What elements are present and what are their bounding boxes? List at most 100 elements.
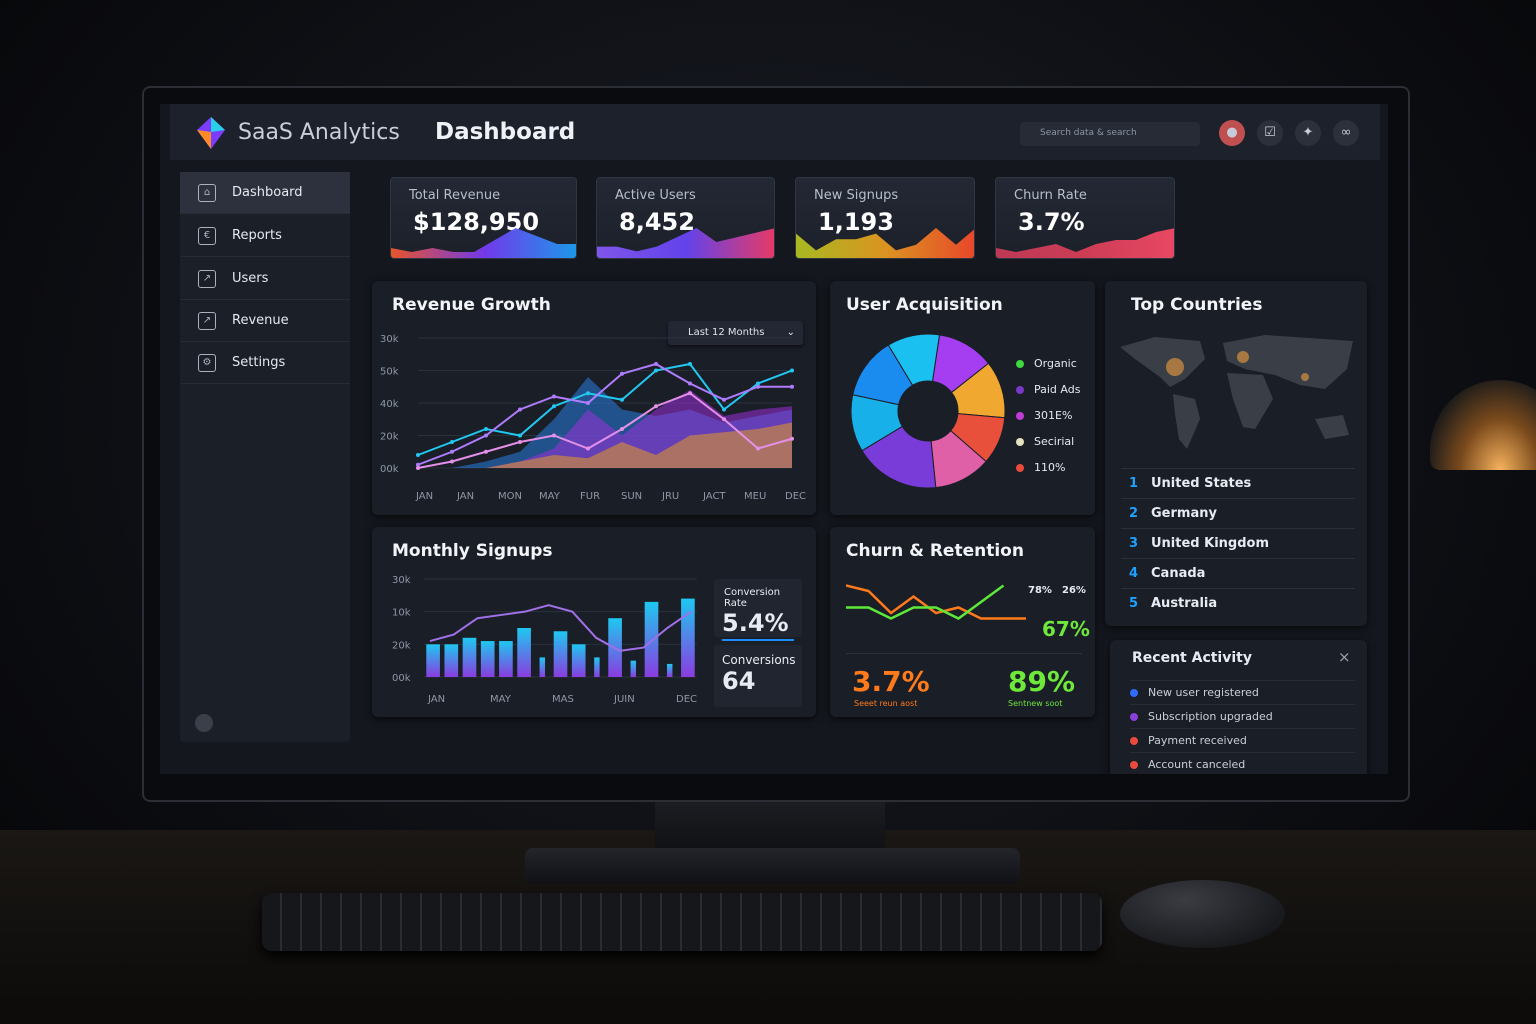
twitter-icon[interactable]: ✦: [1295, 120, 1321, 146]
home-icon: ⌂: [198, 183, 216, 202]
activity-text: Subscription upgraded: [1148, 710, 1273, 723]
bar: [553, 631, 568, 677]
x-tick-label: JAN: [415, 491, 433, 502]
users-icon: ↗: [198, 269, 216, 288]
bar: [571, 644, 586, 677]
glasses-icon[interactable]: ∞: [1333, 120, 1359, 146]
kpi-label: Total Revenue: [409, 188, 501, 203]
country-row[interactable]: 3 United Kingdom: [1121, 528, 1355, 558]
x-tick-label: MEU: [744, 491, 766, 502]
country-row[interactable]: 1 United States: [1121, 468, 1355, 498]
legend-swatch: [1016, 411, 1024, 420]
chart-label: 78%: [1028, 585, 1052, 596]
sidebar-item-users[interactable]: ↗ Users: [180, 258, 350, 300]
country-rank: 5: [1129, 596, 1139, 611]
mouse: [1120, 880, 1285, 948]
activity-item[interactable]: Payment received: [1130, 728, 1355, 752]
legend-item: Paid Ads: [1016, 383, 1080, 396]
kpi-label: New Signups: [814, 188, 899, 203]
sidebar-item-label: Settings: [232, 355, 286, 370]
data-point: [790, 368, 794, 373]
legend-label: Secirial: [1034, 435, 1075, 448]
kpi-value: 3.7%: [1018, 208, 1085, 236]
data-point: [620, 427, 624, 431]
activity-item[interactable]: New user registered: [1130, 680, 1355, 704]
activity-item[interactable]: Account canceled: [1130, 752, 1355, 774]
sparkline-area: [796, 228, 974, 258]
country-name: Germany: [1151, 506, 1217, 521]
legend-item: Organic: [1016, 357, 1077, 370]
sidebar-item-revenue[interactable]: ↗ Revenue: [180, 300, 350, 342]
country-row[interactable]: 4 Canada: [1121, 558, 1355, 588]
x-tick-label: MAY: [490, 694, 512, 705]
data-point: [552, 394, 556, 399]
kpi-value: 1,193: [818, 208, 894, 236]
legend-swatch: [1016, 385, 1024, 394]
y-tick-label: 30k: [380, 334, 399, 345]
keyboard: [262, 893, 1102, 951]
data-point: [552, 404, 556, 409]
country-name: Canada: [1151, 566, 1206, 581]
country-row[interactable]: 2 Germany: [1121, 498, 1355, 528]
settings-icon: ⚙: [198, 353, 216, 372]
bar: [499, 641, 513, 677]
stat-value: 64: [722, 667, 756, 695]
y-tick-label: 50k: [380, 367, 399, 378]
data-point: [790, 436, 794, 441]
revenue-icon: ↗: [198, 311, 216, 330]
chevron-down-icon: ⌄: [786, 327, 795, 338]
data-point: [552, 433, 556, 438]
kpi-label: Churn Rate: [1014, 188, 1087, 203]
dashboard-screen: SaaS Analytics Dashboard Search data & s…: [160, 104, 1388, 774]
churn-retention-panel: Churn & Retention 78% 26% 67% 3.7% Seeet…: [830, 527, 1095, 717]
activity-item[interactable]: Subscription upgraded: [1130, 704, 1355, 728]
data-point: [722, 417, 726, 422]
data-point: [688, 391, 692, 396]
avatar[interactable]: ●: [1219, 120, 1245, 146]
country-row[interactable]: 5 Australia: [1121, 588, 1355, 618]
x-tick-label: MAS: [552, 694, 574, 705]
churn-chart: [846, 584, 1026, 620]
sparkline: [996, 228, 1174, 258]
sidebar-item-reports[interactable]: € Reports: [180, 215, 350, 257]
data-point: [586, 391, 590, 396]
legend-label: Organic: [1034, 357, 1077, 370]
bar: [630, 660, 637, 677]
user-acquisition-panel: User Acquisition Organic Paid Ads 301E% Sec…: [830, 281, 1095, 515]
revenue-chart: 00k 20k 40k 50k 30k JAN JAN MON MAY FUR SUN JRU JACT…: [380, 334, 806, 502]
data-point: [688, 381, 692, 386]
status-dot[interactable]: [195, 714, 213, 732]
sparkline: [796, 228, 974, 258]
data-point: [654, 368, 658, 373]
line-series: [417, 392, 793, 469]
legend-item: Secirial: [1016, 435, 1074, 448]
data-point: [416, 462, 420, 467]
sidebar-item-settings[interactable]: ⚙ Settings: [180, 342, 350, 384]
y-tick-label: 00k: [380, 464, 399, 475]
activity-dot: [1130, 760, 1138, 769]
x-tick-label: MON: [498, 491, 522, 502]
line-series: [417, 362, 793, 456]
stat-label: Conversions: [722, 653, 796, 667]
sidebar-item-dashboard[interactable]: ⌂ Dashboard: [180, 172, 350, 214]
logo-icon: [197, 117, 225, 149]
close-icon[interactable]: ×: [1338, 648, 1351, 666]
checklist-icon[interactable]: ☑: [1257, 120, 1283, 146]
brand-name: SaaS Analytics: [238, 120, 400, 145]
data-point: [722, 407, 726, 412]
conversion-rate-card: Conversion Rate 5.4%: [714, 579, 802, 641]
search-input[interactable]: Search data & search: [1020, 122, 1200, 146]
x-tick-label: JAN: [456, 491, 474, 502]
app-header: SaaS Analytics Dashboard Search data & s…: [170, 104, 1380, 160]
data-point: [586, 401, 590, 405]
bar: [480, 641, 495, 677]
date-range-dropdown[interactable]: Last 12 Months ⌄: [668, 321, 803, 345]
stat-label: Conversion Rate: [724, 587, 781, 609]
reports-icon: €: [198, 226, 216, 245]
signups-chart: 00k 20k 10k 30k JAN MAY MAS JUIN DEC: [392, 575, 697, 705]
legend-label: 110%: [1034, 461, 1066, 474]
data-point: [484, 449, 488, 454]
sparkline: [597, 228, 774, 258]
data-point: [722, 397, 726, 402]
desk-lamp: [1430, 380, 1536, 470]
